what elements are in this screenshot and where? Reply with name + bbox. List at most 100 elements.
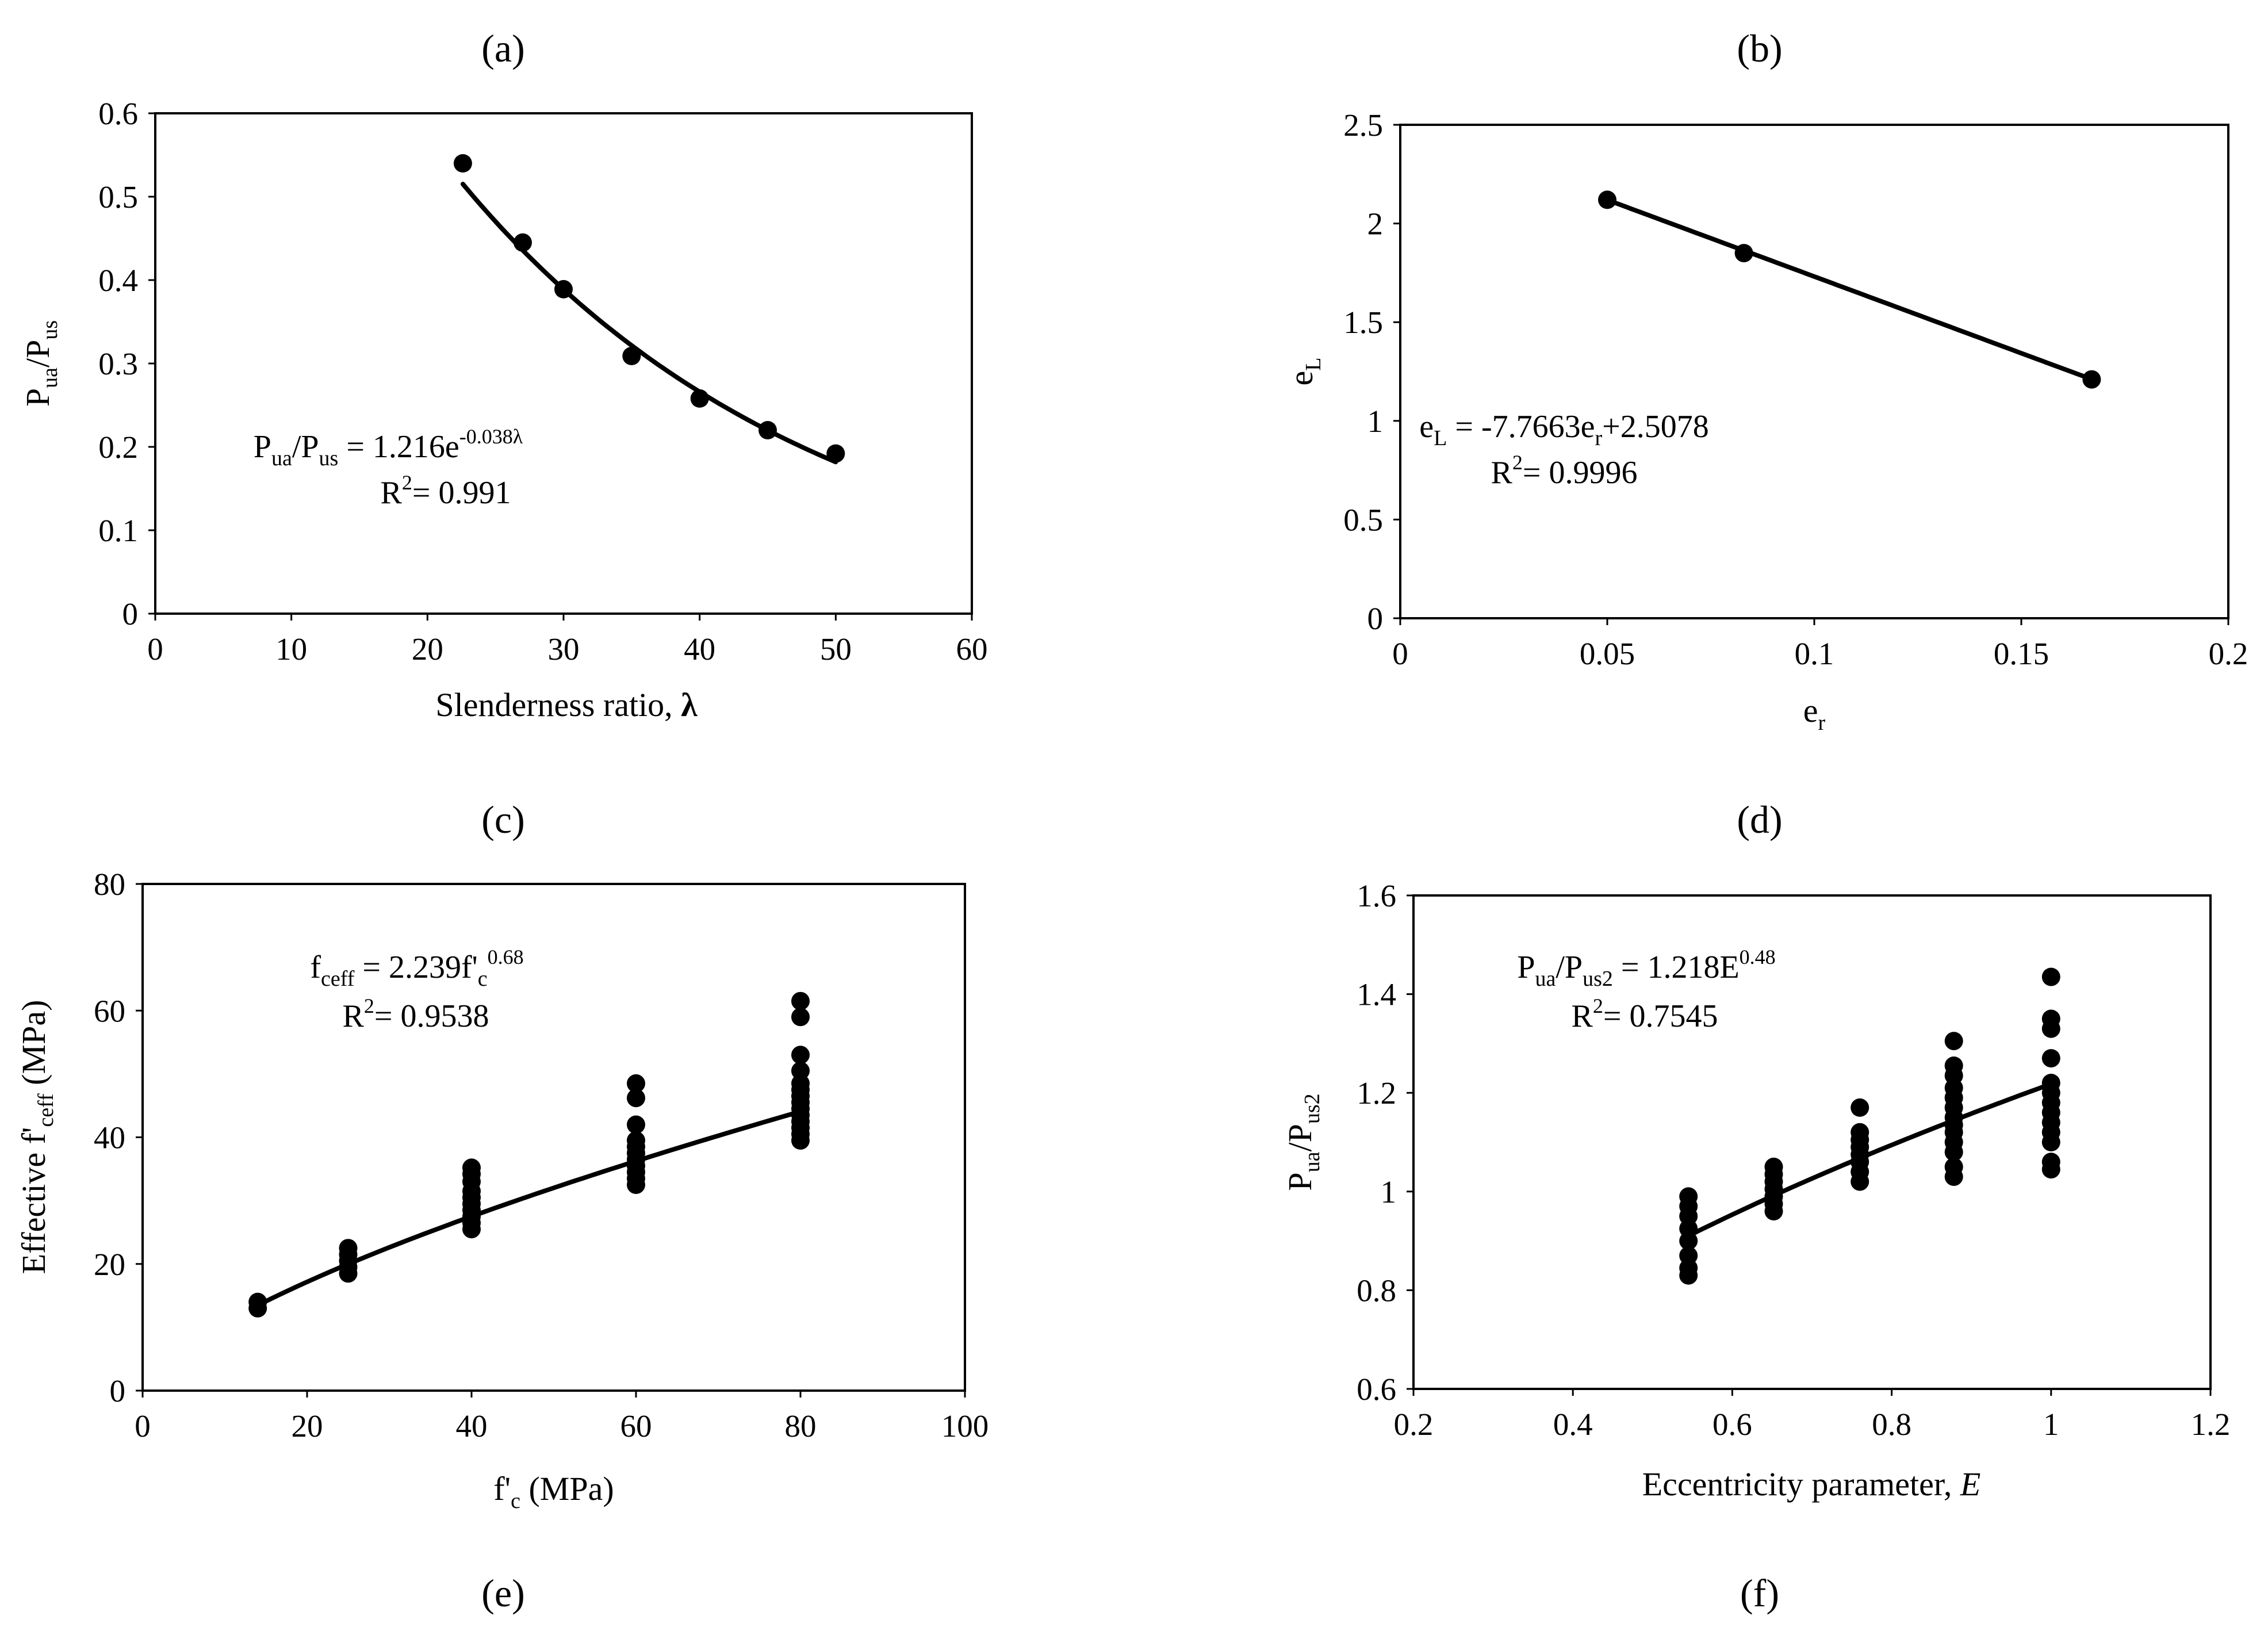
y-tick-label: 0	[1367, 601, 1384, 636]
x-tick-label: 60	[620, 1408, 652, 1444]
data-point	[690, 389, 709, 408]
y-axis-title: Pua/Pus2	[1281, 1093, 1324, 1190]
y-tick-label: 1.4	[1357, 977, 1396, 1012]
y-tick-label: 0.2	[98, 430, 138, 465]
data-point	[1679, 1246, 1698, 1265]
x-tick-label: 0.2	[1394, 1407, 1434, 1442]
fit-equation: fceff = 2.239f'c0.68	[310, 945, 523, 991]
data-point	[1944, 1157, 1963, 1176]
chart-eccentricity-parameter: 0.2 0.4 0.6 0.8 1 1.2 0.6 0.8 1 1.2 1.4 1.6 Eccentri…	[1281, 878, 2230, 1503]
data-point	[2041, 967, 2060, 986]
x-tick-label: 20	[412, 631, 443, 667]
data-point	[1851, 1123, 1869, 1142]
r-squared: R2= 0.7545	[1572, 994, 1718, 1034]
panel-label-b: (b)	[1737, 26, 1782, 70]
x-tick-label: 0.4	[1553, 1407, 1593, 1442]
y-tick-label: 0.8	[1357, 1273, 1396, 1308]
x-tick-label: 20	[292, 1408, 323, 1444]
data-point	[791, 1008, 810, 1027]
x-tick-label: 40	[684, 631, 715, 667]
fit-curve	[460, 182, 838, 465]
y-tick-label: 0.3	[98, 346, 138, 381]
data-point	[554, 280, 573, 298]
y-tick-label: 0.5	[98, 179, 138, 215]
data-point	[826, 444, 845, 463]
data-point	[1944, 1032, 1963, 1051]
data-point	[1944, 1056, 1963, 1075]
y-tick-label: 0	[122, 596, 139, 631]
x-tick-label: 0	[135, 1408, 151, 1444]
y-tick-label: 60	[94, 993, 125, 1028]
y-tick-label: 0	[110, 1373, 126, 1408]
x-tick-label: 0.6	[1713, 1407, 1752, 1442]
panel-label-d: (d)	[1737, 798, 1782, 841]
data-point	[627, 1074, 645, 1093]
data-point	[627, 1115, 645, 1134]
data-point	[627, 1131, 645, 1150]
x-tick-label: 0.8	[1872, 1407, 1911, 1442]
x-tick-label: 0.15	[1994, 636, 2049, 671]
data-point	[2041, 1009, 2060, 1028]
data-point	[2082, 370, 2101, 389]
y-tick-label: 0.1	[98, 513, 138, 548]
x-tick-label: 0	[1392, 636, 1408, 671]
plot-frame	[1399, 124, 2229, 619]
data-point	[453, 154, 472, 173]
x-tick-label: 0.2	[2209, 636, 2248, 671]
y-tick-label: 0.6	[1357, 1372, 1396, 1407]
chart-eccentricity-ratio: 0 0.05 0.1 0.15 0.2 0 0.5 1 1.5 2 2.5 er eL eL = -7.7…	[1282, 108, 2248, 735]
panel-label-f: (f)	[1740, 1571, 1779, 1615]
data-point	[1851, 1098, 1869, 1117]
y-tick-label: 1	[1367, 404, 1384, 439]
fit-equation: Pua/Pus2 = 1.218E0.48	[1517, 945, 1775, 991]
x-tick-label: 40	[456, 1408, 488, 1444]
data-point	[622, 347, 641, 365]
data-point	[462, 1158, 481, 1177]
data-point	[627, 1089, 645, 1108]
panel-label-e: (e)	[481, 1571, 524, 1615]
chart-effective-strength: 0 20 40 60 80 100 0 20 40 60 80 f'c (MPa) Effective …	[15, 867, 989, 1513]
y-tick-label: 2	[1367, 206, 1384, 242]
data-point	[758, 421, 777, 439]
y-tick-label: 1.5	[1343, 305, 1383, 340]
x-tick-label: 80	[785, 1408, 817, 1444]
data-point	[339, 1239, 358, 1258]
y-tick-label: 2.5	[1343, 108, 1383, 143]
data-point	[514, 233, 532, 252]
data-point	[2041, 1074, 2060, 1092]
fit-curve	[1605, 197, 2094, 382]
y-tick-label: 40	[94, 1120, 125, 1155]
fit-equation: Pua/Pus = 1.216e-0.038λ	[254, 425, 523, 470]
x-tick-label: 0	[147, 631, 163, 667]
data-point	[1734, 244, 1753, 263]
plot-frame	[1412, 894, 2212, 1390]
x-axis-title: er	[1803, 692, 1826, 735]
x-tick-label: 60	[956, 631, 988, 667]
y-axis-title: eL	[1282, 358, 1325, 386]
data-point	[791, 991, 810, 1010]
panel-label-a: (a)	[481, 26, 524, 70]
data-point	[791, 1046, 810, 1065]
x-axis-title: Slenderness ratio, λ	[435, 686, 698, 723]
panel-label-c: (c)	[481, 798, 524, 841]
chart-slenderness: 0 10 20 30 40 50 60 0 0.1 0.2 0.3 0.4 0.5 0.6 Slendern…	[19, 96, 988, 723]
x-tick-label: 1.2	[2191, 1407, 2231, 1442]
x-tick-label: 1	[2043, 1407, 2059, 1442]
data-point	[1764, 1157, 1783, 1176]
plot-frame	[141, 883, 966, 1392]
y-tick-label: 0.4	[98, 263, 138, 298]
y-tick-label: 0.5	[1343, 502, 1383, 537]
fit-equation: eL = -7.7663er+2.5078	[1419, 409, 1708, 450]
r-squared: R2= 0.9538	[343, 994, 489, 1034]
x-tick-label: 0.05	[1580, 636, 1635, 671]
x-tick-label: 100	[941, 1408, 989, 1444]
data-point	[2041, 1153, 2060, 1172]
x-tick-label: 50	[820, 631, 852, 667]
x-tick-label: 10	[275, 631, 307, 667]
x-axis-title: Eccentricity parameter, E	[1642, 1465, 1981, 1503]
data-point	[1598, 190, 1616, 209]
data-point	[791, 1061, 810, 1080]
x-axis-title: f'c (MPa)	[493, 1470, 614, 1513]
y-axis-title: Effective f'ceff (MPa)	[15, 1000, 58, 1274]
